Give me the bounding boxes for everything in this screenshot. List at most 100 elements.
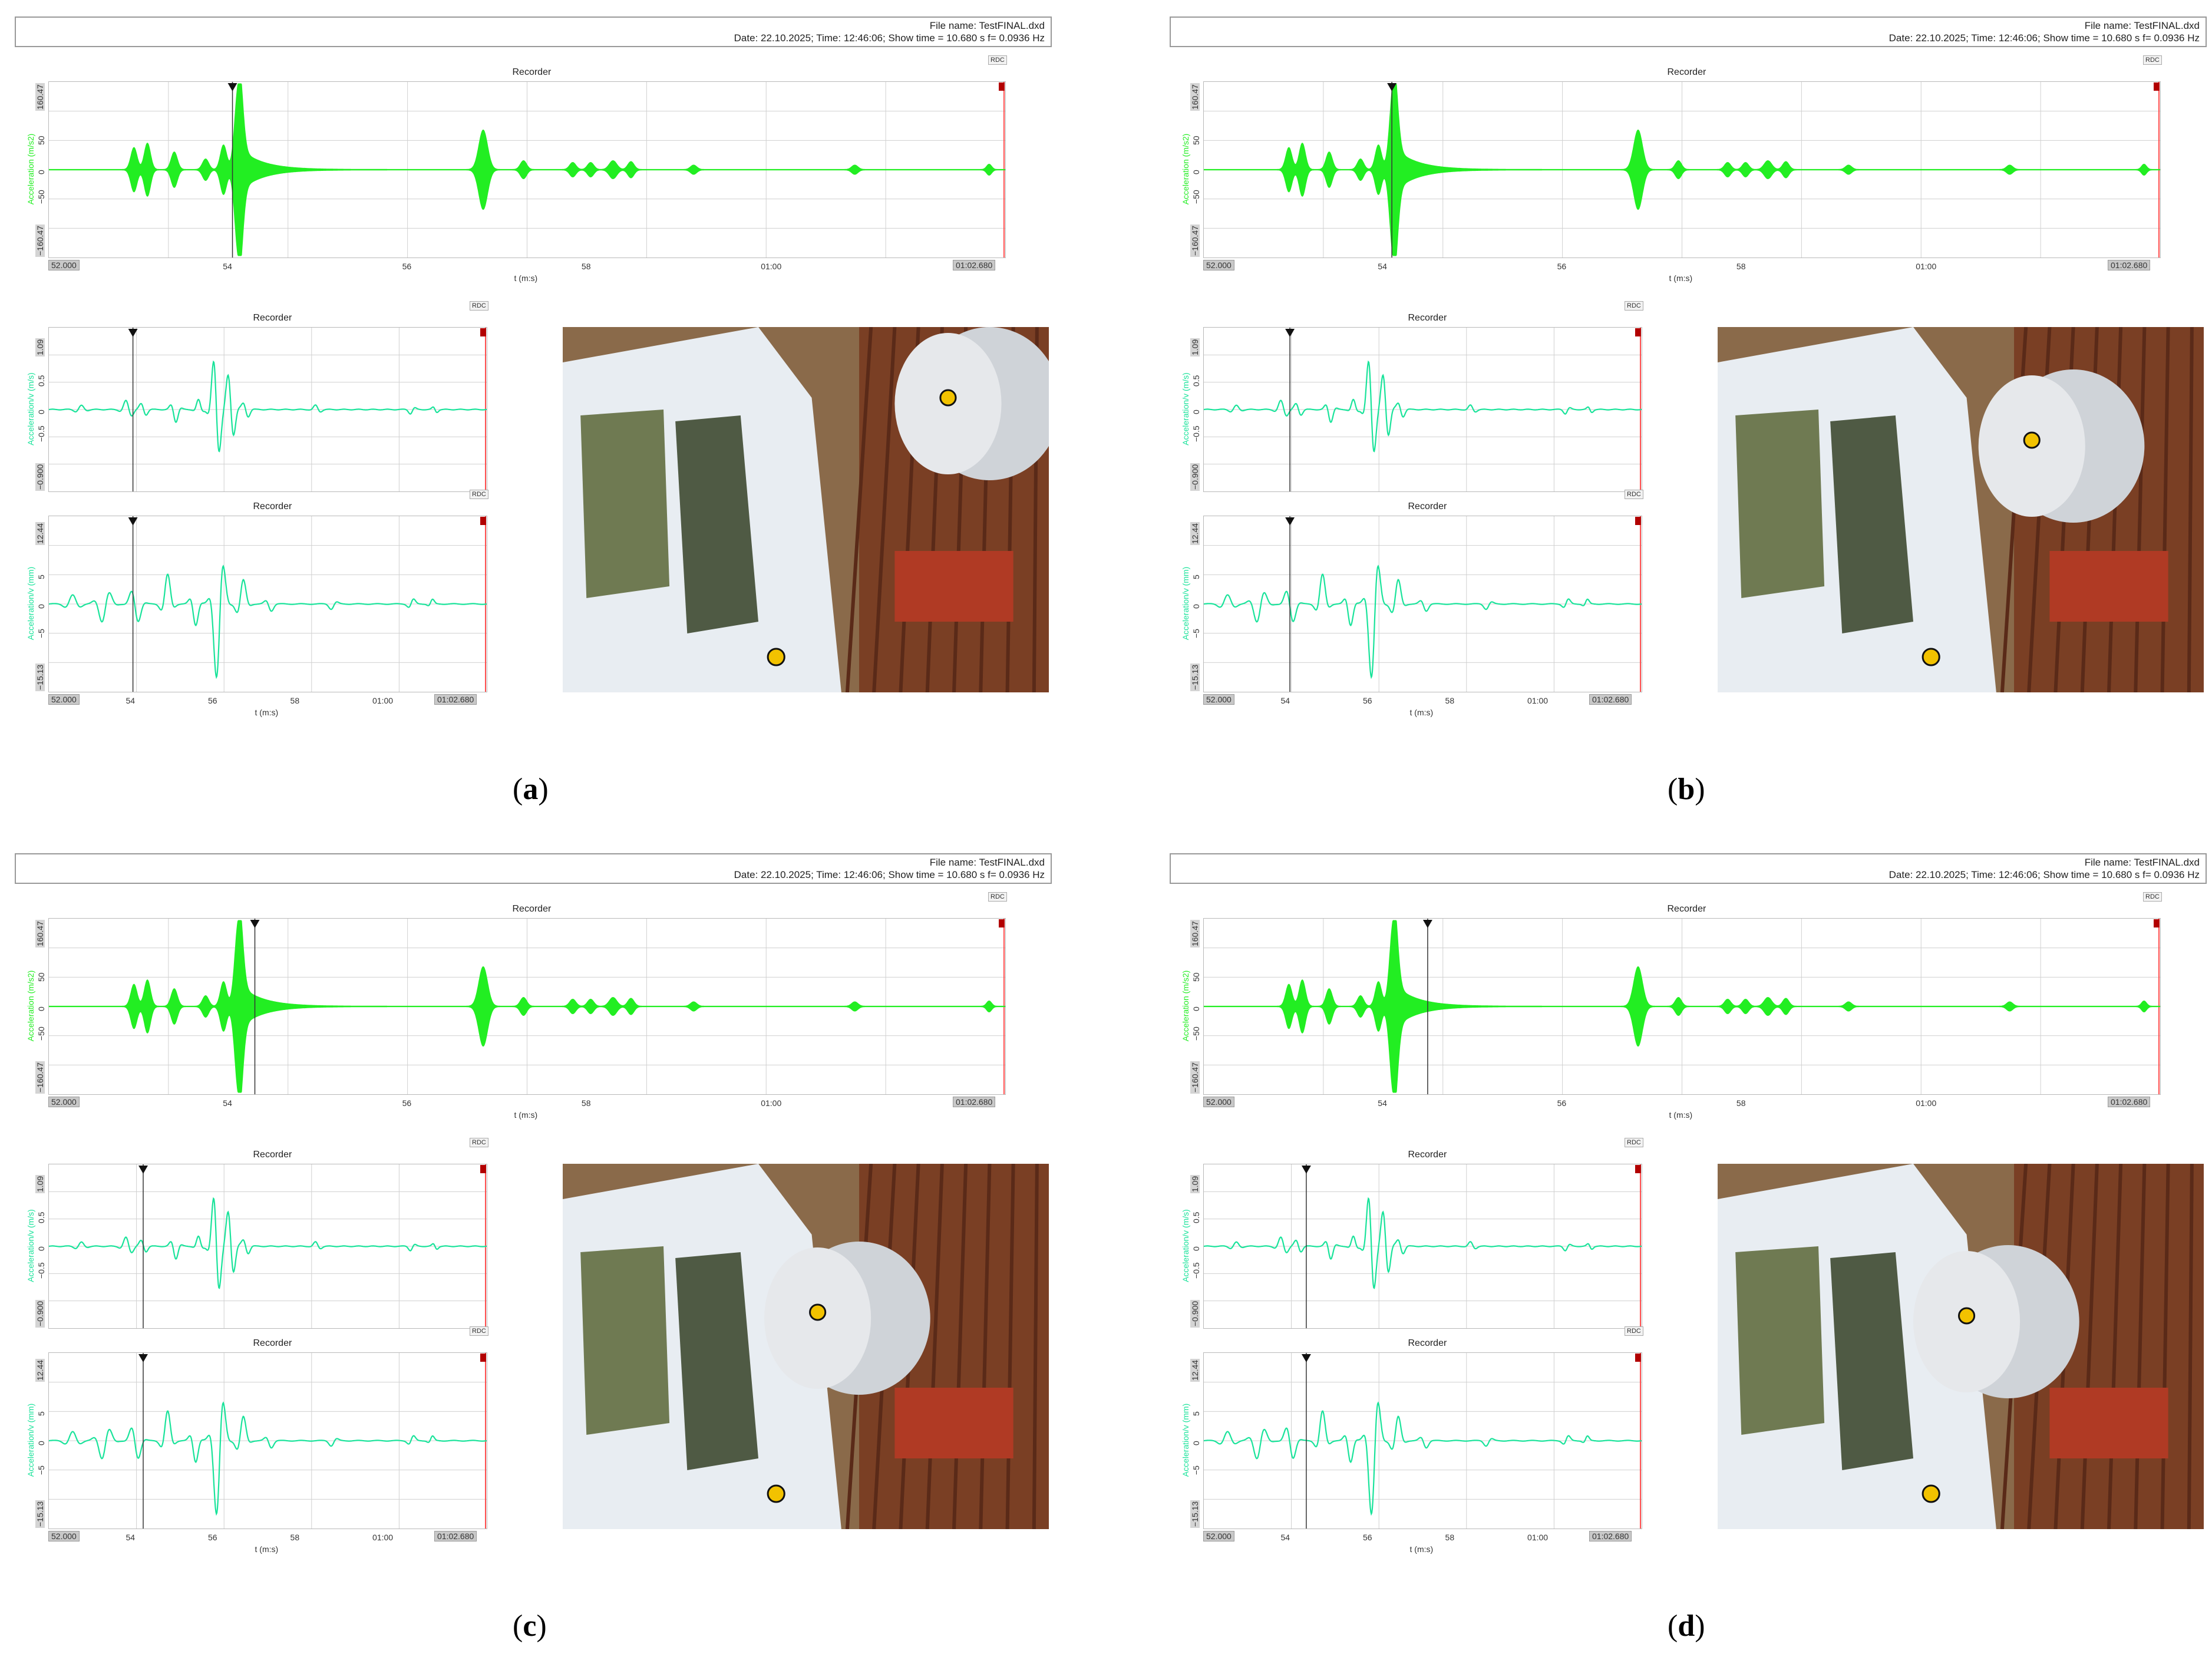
end-marker-icon[interactable] [2154, 82, 2160, 91]
acceleration-plot-area[interactable] [1203, 918, 2161, 1095]
steel-beam [2160, 327, 2170, 692]
ytick-label: 0 [37, 604, 46, 609]
acceleration-plot-area[interactable] [48, 918, 1006, 1095]
end-marker-icon[interactable] [1635, 1354, 1641, 1362]
ytick-label: 0.5 [1191, 375, 1201, 387]
file-info-line: Date: 22.10.2025; Time: 12:46:06; Show t… [1889, 32, 2200, 44]
ytick-bottom: −160.47 [1190, 225, 1200, 257]
x-end-label: 01:02.680 [2108, 1097, 2151, 1107]
rdc-button[interactable]: RDC [470, 1138, 488, 1147]
ytick-top-value: 160.47 [35, 83, 45, 111]
ytick-label: −0.5 [37, 425, 46, 442]
cursor-marker-icon [128, 328, 138, 337]
chart-title: Recorder [1408, 501, 1447, 511]
cab-window [1735, 1246, 1825, 1435]
ytick-label: −0.5 [1191, 425, 1201, 442]
xtick-label: 58 [1736, 1098, 1746, 1108]
displacement-svg [1204, 516, 1642, 692]
x-axis-label: t (m:s) [255, 1544, 279, 1554]
displacement-plot-area[interactable] [48, 1352, 487, 1529]
velocity-svg [49, 328, 487, 491]
end-marker-icon[interactable] [999, 82, 1005, 91]
displacement-plot-area[interactable] [1203, 516, 1642, 692]
rdc-button[interactable]: RDC [470, 301, 488, 311]
x-start-value: 52.000 [1203, 1097, 1234, 1107]
end-marker-icon[interactable] [480, 517, 486, 525]
velocity-plot-area[interactable] [1203, 1164, 1642, 1329]
rdc-button[interactable]: RDC [988, 892, 1007, 902]
rdc-button[interactable]: RDC [470, 490, 488, 499]
ytick-label: 50 [1191, 136, 1201, 145]
acceleration-svg [49, 919, 1005, 1094]
ytick-label: 0 [37, 1246, 46, 1251]
ytick-label: −5 [37, 629, 46, 638]
cursor-marker-icon [138, 1165, 148, 1174]
ytick-label: 0 [1191, 1441, 1201, 1445]
acceleration-plot-area[interactable] [48, 81, 1006, 258]
xtick-label: 01:00 [1527, 696, 1549, 705]
end-marker-icon[interactable] [2154, 919, 2160, 927]
velocity-plot-area[interactable] [48, 1164, 487, 1329]
xtick-label: 54 [1280, 696, 1290, 705]
end-marker-icon[interactable] [480, 1165, 486, 1173]
caption-letter: b [1678, 773, 1695, 806]
rdc-button[interactable]: RDC [988, 55, 1007, 65]
x-end-label: 01:02.680 [953, 1097, 996, 1107]
x-end-value: 01:02.680 [1589, 1531, 1632, 1541]
x-start-label: 52.000 [48, 1531, 80, 1541]
chart-title: Recorder [1667, 67, 1706, 77]
x-end-value: 01:02.680 [953, 260, 996, 270]
acceleration-svg [49, 82, 1005, 258]
x-end-value: 01:02.680 [434, 694, 477, 705]
file-info-box: File name: TestFINAL.dxd Date: 22.10.2025… [1170, 853, 2207, 884]
rdc-button[interactable]: RDC [1625, 490, 1643, 499]
velocity-plot-area[interactable] [48, 327, 487, 492]
caption-c: (c) [513, 1609, 547, 1643]
caption-close: ) [1695, 773, 1705, 806]
velocity-ylabel: Acceleration/v (m/s) [26, 1209, 35, 1282]
ytick-bottom-value: −0.900 [1190, 1299, 1200, 1328]
ytick-bottom: −0.900 [35, 463, 45, 491]
caption-open: ( [513, 1609, 523, 1643]
rdc-button[interactable]: RDC [2143, 892, 2162, 902]
ytick-bottom: −0.900 [1190, 1299, 1200, 1328]
x-start-label: 52.000 [1203, 1531, 1234, 1541]
ytick-top: 12.44 [35, 1358, 45, 1382]
end-marker-icon[interactable] [1635, 517, 1641, 525]
rdc-button[interactable]: RDC [1625, 301, 1643, 311]
displacement-plot-area[interactable] [48, 516, 487, 692]
xtick-label: 56 [1363, 1533, 1372, 1542]
x-axis-label: t (m:s) [514, 1110, 538, 1120]
ytick-top-value: 1.09 [1190, 338, 1200, 356]
xtick-label: 56 [1363, 696, 1372, 705]
cylinder-target-icon [2023, 431, 2041, 449]
ytick-top: 1.09 [35, 1174, 45, 1193]
photo-svg [1718, 327, 2204, 692]
rdc-button[interactable]: RDC [470, 1326, 488, 1336]
ytick-label: −5 [37, 1465, 46, 1475]
rdc-button[interactable]: RDC [1625, 1326, 1643, 1336]
rdc-button[interactable]: RDC [1625, 1138, 1643, 1147]
acceleration-svg [1204, 82, 2160, 258]
steel-beam [979, 1164, 992, 1529]
end-marker-icon[interactable] [480, 1354, 486, 1362]
end-marker-icon[interactable] [480, 328, 486, 336]
ytick-label: 0 [1191, 410, 1201, 414]
ytick-label: −50 [1191, 190, 1201, 204]
acceleration-plot-area[interactable] [1203, 81, 2161, 258]
end-marker-icon[interactable] [1635, 1165, 1641, 1173]
end-marker-icon[interactable] [1635, 328, 1641, 336]
cursor-marker-icon [227, 82, 237, 91]
ytick-label: 50 [1191, 972, 1201, 982]
steel-beam [2187, 1164, 2194, 1529]
caption-d: (d) [1668, 1609, 1705, 1643]
caption-letter: a [523, 773, 539, 806]
ytick-label: 0 [37, 410, 46, 414]
x-start-value: 52.000 [48, 260, 80, 270]
displacement-plot-area[interactable] [1203, 1352, 1642, 1529]
velocity-plot-area[interactable] [1203, 327, 1642, 492]
steel-beam [1005, 1164, 1015, 1529]
rdc-button[interactable]: RDC [2143, 55, 2162, 65]
ytick-bottom: −15.13 [1190, 1500, 1200, 1528]
end-marker-icon[interactable] [999, 919, 1005, 927]
